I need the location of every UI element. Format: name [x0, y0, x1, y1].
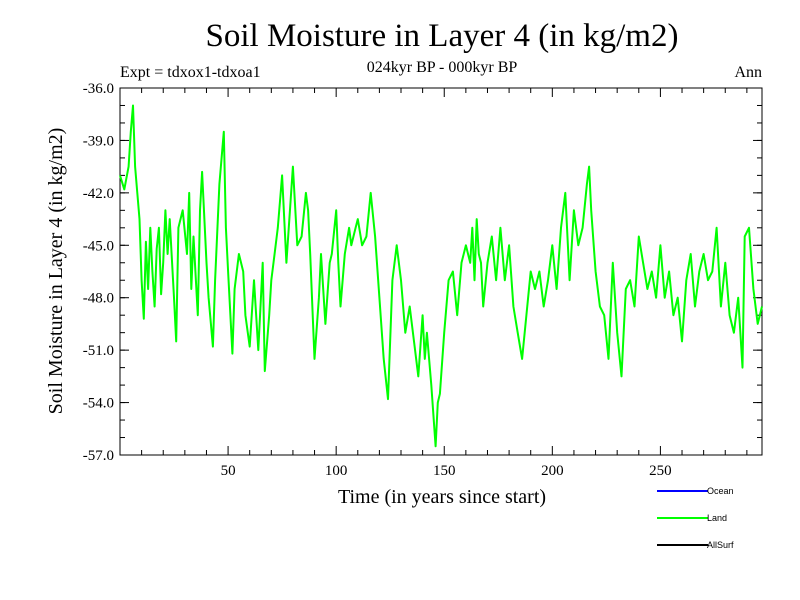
y-tick-label: -54.0	[83, 396, 114, 412]
x-tick-label: 250	[649, 463, 672, 479]
y-tick-label: -45.0	[83, 238, 114, 254]
legend-label-land: Land	[707, 513, 727, 523]
plot-area: -57.0 -54.0 -51.0 -48.0 -45.0 -42.0 -39.0 -36.0…	[83, 81, 763, 479]
y-tick-label: -51.0	[83, 343, 114, 359]
y-tick-label: -36.0	[83, 81, 114, 97]
y-tick-label: -39.0	[83, 133, 114, 149]
series-line-land	[119, 104, 763, 448]
y-axis-label: Soil Moisture in Layer 4 (in kg/m2)	[45, 128, 67, 415]
x-tick-label: 50	[221, 463, 236, 479]
chart-title: Soil Moisture in Layer 4 (in kg/m2)	[206, 18, 679, 54]
legend-label-ocean: Ocean	[707, 486, 734, 496]
season-label: Ann	[734, 64, 762, 81]
y-tick-label: -57.0	[83, 448, 114, 464]
legend: Ocean Land AllSurf	[657, 486, 734, 550]
x-tick-label: 100	[325, 463, 348, 479]
axis-ticks	[120, 87, 762, 456]
legend-label-allsurf: AllSurf	[707, 540, 734, 550]
experiment-label: Expt = tdxox1-tdxoa1	[120, 64, 261, 81]
y-tick-label: -48.0	[83, 291, 114, 307]
x-axis-label: Time (in years since start)	[338, 486, 546, 508]
x-tick-label: 150	[433, 463, 456, 479]
x-tick-label: 200	[541, 463, 564, 479]
chart-subtitle: 024kyr BP - 000kyr BP	[367, 59, 518, 76]
y-tick-label: -42.0	[83, 186, 114, 202]
plot-frame	[119, 87, 763, 456]
tick-labels: -57.0 -54.0 -51.0 -48.0 -45.0 -42.0 -39.0 -36.0…	[83, 81, 672, 479]
series-layer	[119, 104, 763, 448]
